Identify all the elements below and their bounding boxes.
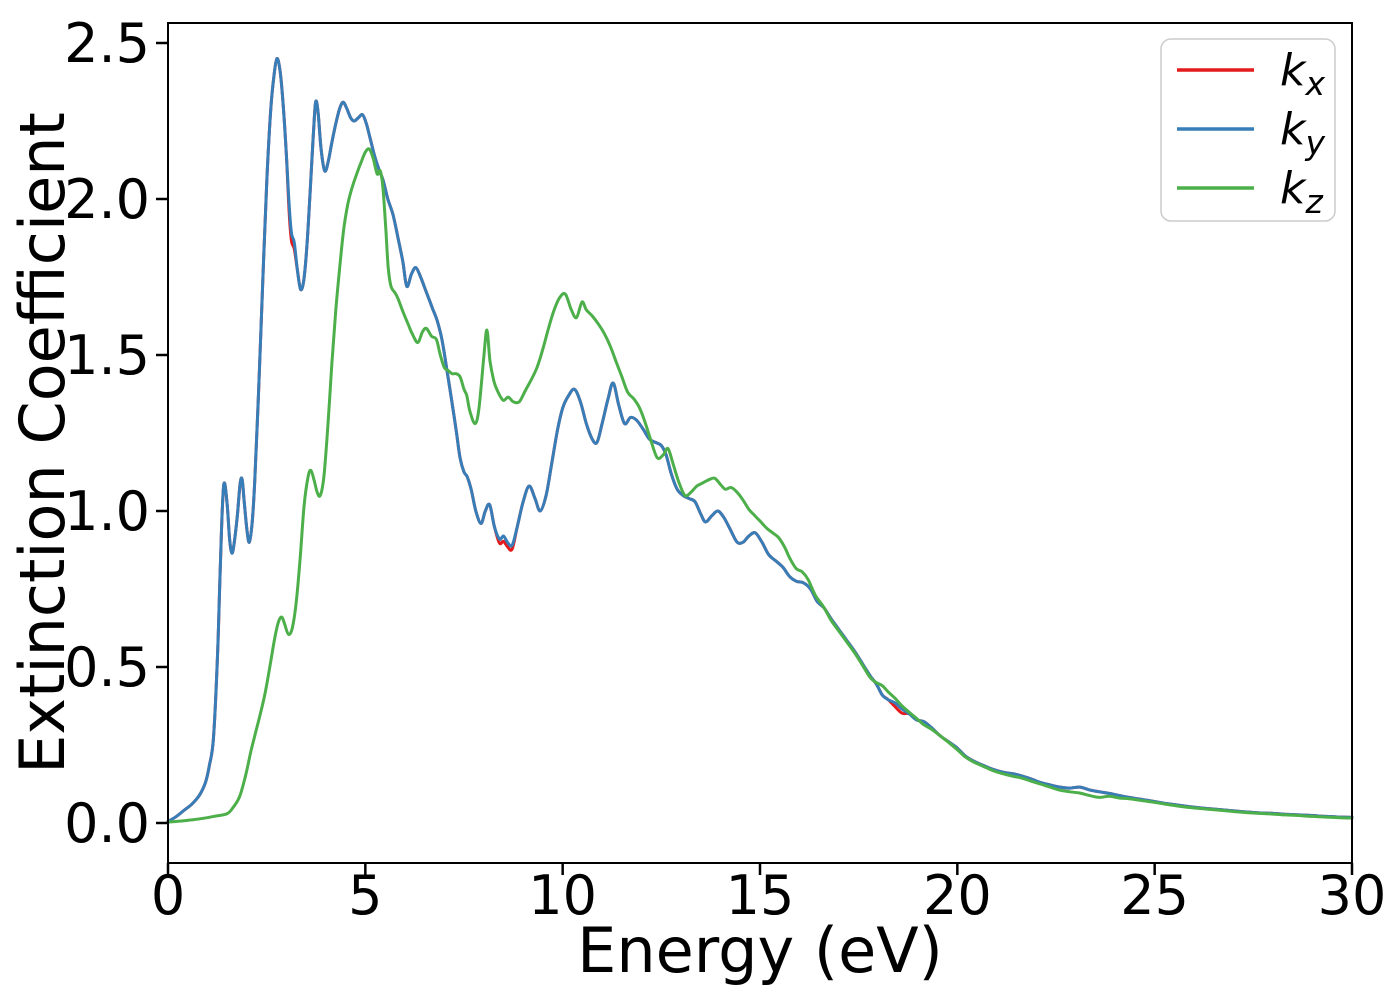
y-axis-ticks: 0.0 0.5 1.0 1.5 2.0 2.5 — [64, 12, 168, 855]
x-tick-label: 0 — [151, 864, 185, 927]
series-kz-line — [166, 147, 1354, 824]
y-tick-label: 1.5 — [64, 324, 150, 387]
plot-area — [168, 23, 1352, 863]
y-tick-label: 2.5 — [64, 12, 150, 75]
series-group — [166, 57, 1354, 824]
x-axis-label: Energy (eV) — [577, 914, 943, 987]
x-tick-label: 5 — [348, 864, 382, 927]
y-tick-label: 0.5 — [64, 636, 150, 699]
x-tick-label: 15 — [726, 864, 795, 927]
y-axis-label: Extinction Coefficient — [6, 112, 79, 774]
legend-label-kz: kz — [1280, 163, 1323, 221]
x-tick-label: 10 — [528, 864, 597, 927]
x-tick-label: 20 — [923, 864, 992, 927]
y-tick-label: 2.0 — [64, 168, 150, 231]
legend-entry: kz — [1177, 163, 1323, 221]
y-tick-label: 0.0 — [64, 792, 150, 855]
y-tick-label: 1.0 — [64, 480, 150, 543]
x-axis-ticks: 0 5 10 15 20 25 30 — [151, 863, 1387, 927]
x-tick-label: 25 — [1120, 864, 1189, 927]
x-tick-label: 30 — [1318, 864, 1387, 927]
